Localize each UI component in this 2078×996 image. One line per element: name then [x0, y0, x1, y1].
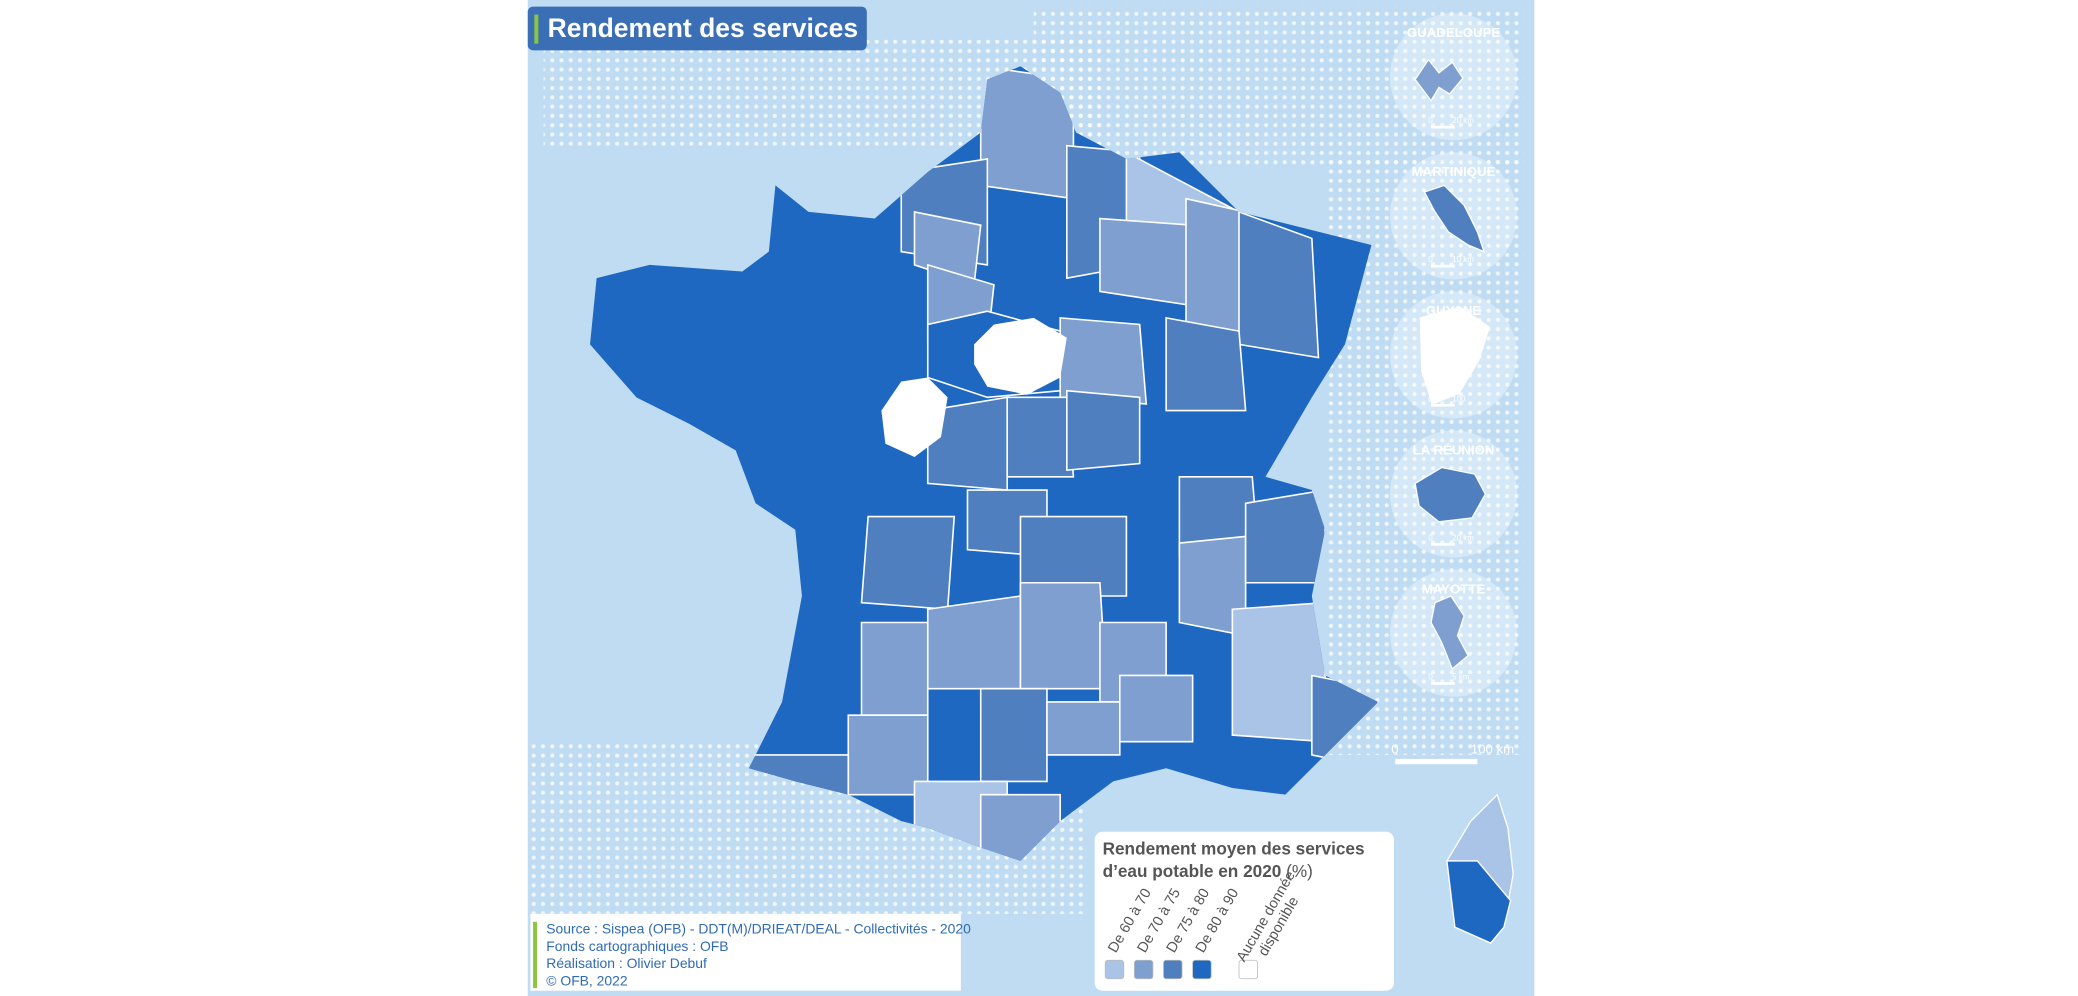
source: Source : Sispea (OFB) - DDT(M)/DRIEAT/DE…: [546, 921, 971, 989]
legend-swatch: [1104, 959, 1125, 980]
source-line: Source : Sispea (OFB) - DDT(M)/DRIEAT/DE…: [546, 921, 971, 937]
inset-scale-label: 5 km: [1452, 672, 1470, 681]
source-line: Fonds cartographiques : OFB: [546, 938, 728, 954]
legend-box: [1094, 831, 1394, 991]
inset-scale-bar: [1431, 403, 1455, 407]
scale-label: 100 km: [1471, 742, 1514, 757]
source-accent: [533, 921, 538, 989]
scale-bar: [1395, 758, 1478, 765]
corsica: [1446, 860, 1512, 944]
inset-label: GUADELOUPE: [1407, 25, 1501, 40]
title: Rendement des services: [548, 13, 858, 43]
inset-scale-label: 0: [1428, 394, 1433, 403]
inset-scale-bar: [1431, 682, 1455, 685]
inset-scale-label: 100: [1452, 394, 1466, 403]
source-line: © OFB, 2022: [546, 972, 628, 988]
legend-swatch: [1163, 959, 1183, 980]
inset-label: MARTINIQUE: [1412, 164, 1496, 179]
inset-shape: [1423, 184, 1486, 253]
inset-label: GUYANE: [1426, 303, 1482, 318]
legend-swatch: [1133, 959, 1154, 980]
insets: GUADELOUPE 0 20 km MARTINIQUE 0 10 km GUYANE 0 1…: [1389, 13, 1518, 697]
legend-title: d’eau potable en 2020 (%): [1103, 861, 1313, 881]
legend-title: Rendement moyen des services: [1103, 838, 1365, 858]
no-data-area: [881, 377, 948, 457]
source-line: Réalisation : Olivier Debuf: [546, 955, 707, 971]
inset-shape: [1419, 306, 1491, 405]
title-accent: [534, 14, 539, 44]
inset-label: LA RÉUNION: [1413, 442, 1495, 457]
scale-label: 0: [1391, 742, 1398, 757]
no-data-area: [974, 317, 1067, 395]
legend-title: d’eau potable en 2020: [1103, 861, 1282, 881]
inset-scale-label: 0: [1428, 116, 1433, 125]
inset-scale-bar: [1431, 125, 1455, 129]
legend-unit: (%): [1286, 861, 1313, 881]
inset-scale-label: 20 km: [1452, 116, 1474, 125]
inset-shape: [1414, 58, 1464, 102]
inset-shape: [1430, 595, 1469, 670]
source-box: [530, 913, 961, 991]
inset-shape: [1414, 466, 1487, 523]
title-box: [527, 6, 867, 51]
legend-swatch: [1238, 959, 1258, 980]
inset-scale-label: 0: [1428, 255, 1433, 264]
inset-scale-label: 0: [1428, 672, 1433, 681]
inset-scale-bar: [1431, 264, 1455, 268]
legend-swatch: [1192, 959, 1212, 980]
inset-label: MAYOTTE: [1422, 581, 1486, 596]
inset-scale-label: 10 km: [1452, 255, 1474, 264]
inset-scale-label: 20 km: [1452, 533, 1474, 542]
inset-scale-bar: [1431, 543, 1455, 546]
inset-scale-label: 0: [1428, 533, 1433, 542]
